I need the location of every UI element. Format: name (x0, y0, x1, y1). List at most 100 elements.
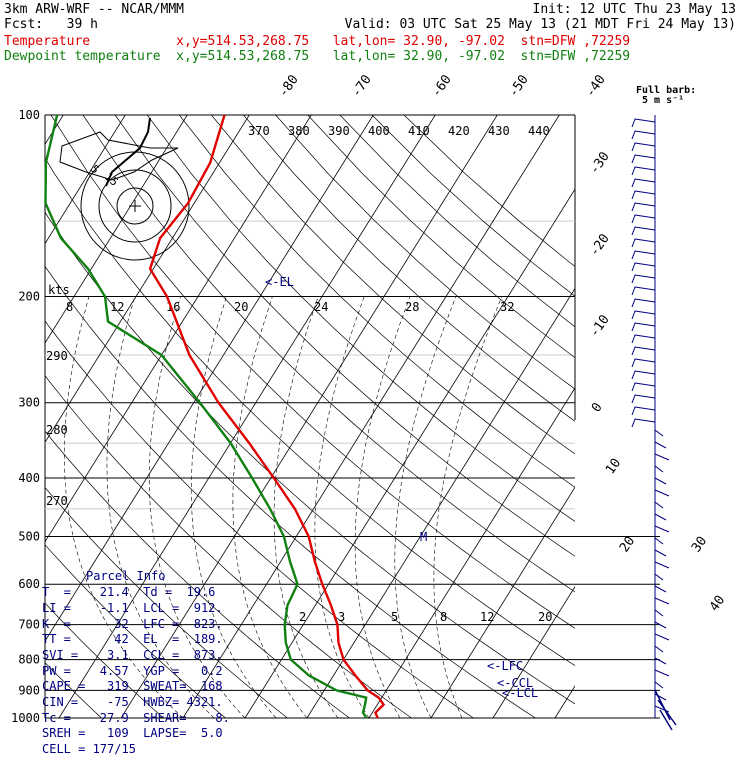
theta-left-label-270: 270 (46, 494, 68, 508)
wind-barb (632, 275, 655, 283)
isotherm-40 (493, 115, 740, 718)
isotherm-label-30: 30 (689, 534, 710, 555)
wind-barb (632, 155, 655, 163)
wind-barb (632, 395, 655, 403)
mixing-ratio-label-28: 28 (405, 300, 419, 314)
wind-barb (632, 119, 655, 127)
dry-adiabat-380 (147, 115, 740, 731)
parcel-info-row: LI = -1.1 LCL = 912. (42, 601, 232, 617)
moist-adiabat-30 (395, 297, 456, 719)
pressure-tick-400: 400 (18, 471, 40, 485)
parcel-info-row: Tc = 27.9 SHEAR= 8. (42, 711, 232, 727)
dry-adiabat-420 (276, 115, 740, 731)
wind-barb (655, 466, 663, 472)
hodograph-units: kts (48, 283, 70, 297)
theta-label-410: 410 (408, 124, 430, 138)
wind-barb (655, 634, 669, 640)
lower-mixing-label-8: 8 (440, 610, 447, 624)
hodograph-center (129, 200, 141, 212)
isotherm-10 (307, 115, 683, 718)
mixing-ratio-label-20: 20 (234, 300, 248, 314)
wind-barb (632, 323, 655, 331)
wind-barb (632, 143, 655, 151)
wind-barb (655, 682, 663, 688)
pressure-tick-100: 100 (18, 108, 40, 122)
wind-barb (655, 658, 666, 664)
wind-barb (655, 670, 669, 676)
isotherm-0 (245, 115, 621, 718)
pressure-tick-900: 900 (18, 683, 40, 697)
wind-barb (632, 131, 655, 139)
isotherm-50 (555, 115, 740, 718)
parcel-info-row: TT = 42 EL = 189. (42, 632, 232, 648)
theta-label-430: 430 (488, 124, 510, 138)
wind-barb (655, 502, 663, 508)
dry-adiabat-390 (179, 115, 740, 731)
dry-adiabat-460 (404, 115, 740, 731)
isotherm-label--70: -70 (349, 72, 375, 100)
theta-label-390: 390 (328, 124, 350, 138)
wind-barb (655, 610, 663, 616)
isotherm-label-40: 40 (707, 593, 728, 614)
theta-left-label-280: 280 (46, 423, 68, 437)
wind-barb (655, 574, 663, 580)
pressure-tick-200: 200 (18, 290, 40, 304)
wind-barb (632, 287, 655, 295)
mixing-ratio-label-32: 32 (500, 300, 514, 314)
parcel-info-row: CELL = 177/15 (42, 742, 232, 758)
moist-adiabat-25 (355, 297, 410, 719)
wind-barb (632, 167, 655, 175)
wind-barb (632, 251, 655, 259)
isotherm-label--20: -20 (587, 231, 613, 259)
parcel-info-title: Parcel Info (42, 569, 232, 585)
theta-label-420: 420 (448, 124, 470, 138)
wind-barb (655, 646, 663, 652)
pressure-tick-600: 600 (18, 577, 40, 591)
wind-barb (632, 227, 655, 235)
wind-barb (632, 299, 655, 307)
moist-adiabat-35 (434, 297, 502, 719)
lcl-marker: <-LCL (502, 686, 538, 700)
wind-barb (632, 239, 655, 247)
wind-barb (632, 347, 655, 355)
wind-barb (655, 598, 669, 604)
dry-adiabat-450 (372, 115, 740, 731)
wind-barb (655, 586, 666, 592)
wind-barb (632, 335, 655, 343)
isotherm-label--80: -80 (276, 72, 302, 100)
barb-legend-units: 5 m s⁻¹ (642, 95, 684, 106)
theta-label-370: 370 (248, 124, 270, 138)
wind-barb (632, 203, 655, 211)
wind-barb (632, 263, 655, 271)
wind-barb (632, 371, 655, 379)
parcel-info-row: PW = 4.57 YGP = 0.2 (42, 664, 232, 680)
parcel-info-row: CAPE = 319 SWEAT= 168 (42, 679, 232, 695)
wind-barb (655, 514, 666, 520)
isotherm-label-0: 0 (589, 400, 606, 415)
pressure-tick-700: 700 (18, 618, 40, 632)
mixing-ratio-label-24: 24 (314, 300, 328, 314)
wind-barb (632, 179, 655, 187)
isotherm-30 (431, 115, 740, 718)
parcel-info-row: T = 21.4 Td = 19.6 (42, 585, 232, 601)
isotherm-20 (369, 115, 740, 718)
wind-barb (632, 359, 655, 367)
lower-mixing-label-12: 12 (480, 610, 494, 624)
isotherm-label--10: -10 (587, 312, 613, 340)
wind-barbs (632, 119, 676, 730)
lower-mixing-label-3: 3 (338, 610, 345, 624)
pressure-tick-1000: 1000 (11, 711, 40, 725)
wind-barb (632, 407, 655, 415)
wind-barb (655, 442, 666, 448)
isotherm--10 (183, 115, 559, 718)
el-marker: <-EL (265, 275, 294, 289)
wind-barb (655, 538, 663, 544)
wind-barb-cluster (655, 690, 676, 730)
wind-barb (632, 419, 655, 427)
wind-barb (655, 430, 663, 436)
wind-barb (632, 215, 655, 223)
dry-adiabat-400 (211, 115, 740, 731)
moist-adiabat-15 (274, 297, 338, 719)
mixing-ratio-label-12: 12 (110, 300, 124, 314)
